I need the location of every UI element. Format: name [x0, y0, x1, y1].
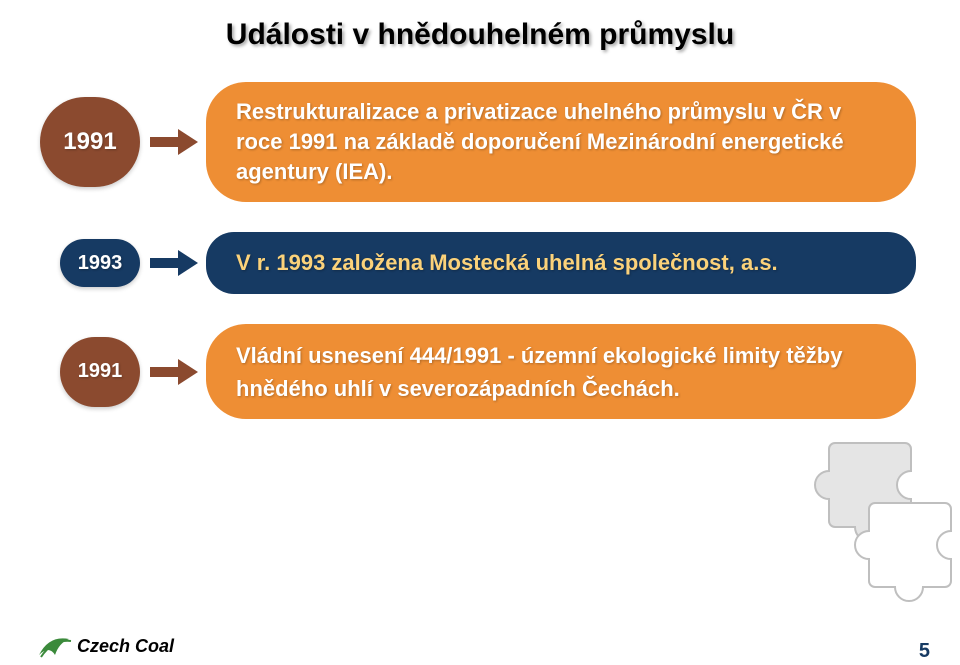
timeline-row: 1991 Restrukturalizace a privatizace uhel…	[40, 82, 960, 202]
year-badge: 1993	[60, 239, 140, 287]
puzzle-decoration	[780, 408, 960, 623]
event-description: Vládní usnesení 444/1991 - územní ekolog…	[206, 324, 916, 419]
arrow-right-icon	[150, 127, 198, 157]
timeline-row: 1993 V r. 1993 založena Mostecká uhelná s…	[60, 232, 960, 294]
arrow-right-icon	[150, 357, 198, 387]
year-badge: 1991	[60, 337, 140, 407]
timeline-rows: 1991 Restrukturalizace a privatizace uhel…	[0, 82, 960, 419]
arrow-right-icon	[150, 248, 198, 278]
event-description: V r. 1993 založena Mostecká uhelná spole…	[206, 232, 916, 294]
czech-coal-logo: Czech Coal	[35, 631, 174, 661]
leaf-icon	[35, 631, 75, 661]
logo-text: Czech Coal	[77, 636, 174, 657]
puzzle-piece-front	[855, 503, 951, 601]
page-title: Události v hnědouhelném průmyslu	[0, 18, 960, 52]
page-number: 5	[919, 640, 930, 663]
timeline-row: 1991 Vládní usnesení 444/1991 - územní ek…	[60, 324, 960, 419]
event-description: Restrukturalizace a privatizace uhelného…	[206, 82, 916, 202]
year-badge: 1991	[40, 97, 140, 187]
